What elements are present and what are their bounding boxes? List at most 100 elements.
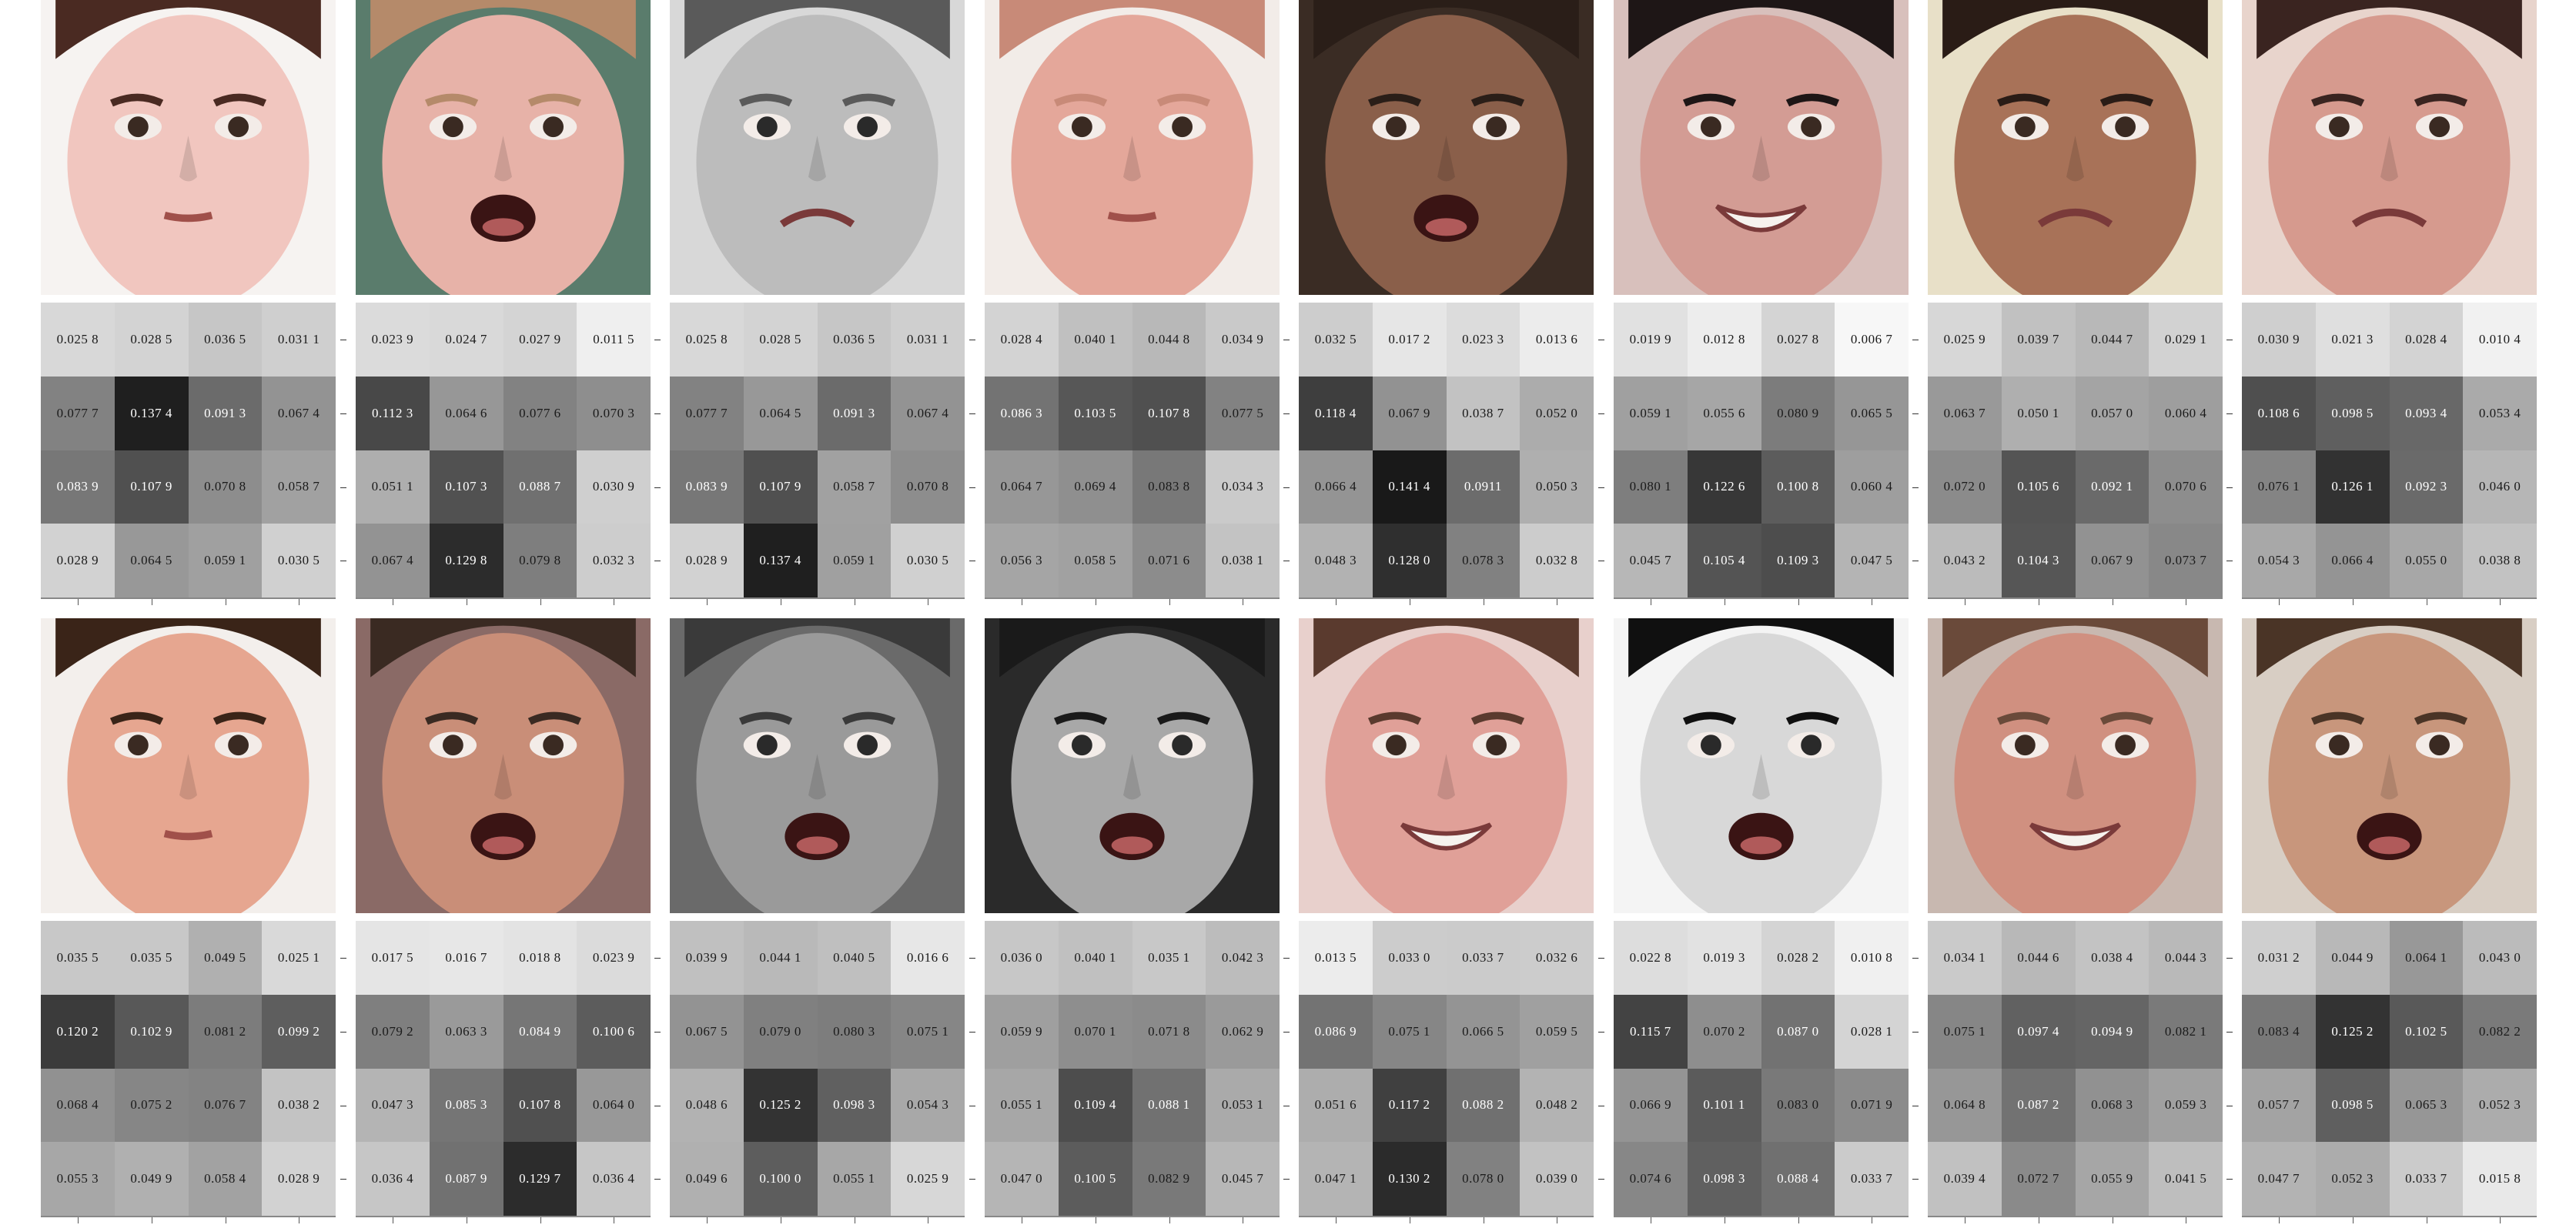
grid-cell: 0.035 5: [114, 921, 189, 995]
grid-cell: 0.075 1: [1372, 994, 1447, 1069]
grid-cell: 0.081 2: [188, 994, 263, 1069]
grid-cell: 0.018 8: [503, 921, 577, 995]
grid-cell: 0.063 7: [1928, 376, 2002, 450]
grid-cell: 0.023 9: [577, 921, 651, 995]
grid-cell: 0.098 3: [817, 1068, 892, 1143]
axis-tick: [2279, 599, 2280, 605]
grid-cell: 0.101 1: [1687, 1068, 1761, 1143]
grid-cell: 0.032 6: [1520, 921, 1594, 995]
axis-tick: [654, 1179, 661, 1180]
axis-tick: [1283, 413, 1290, 414]
axis-tick: [1598, 487, 1604, 488]
grid-cell: 0.078 0: [1446, 1142, 1521, 1216]
grid-cell: 0.075 1: [891, 994, 965, 1069]
grid-cell: 0.107 3: [429, 450, 503, 524]
grid-cell: 0.058 7: [817, 450, 892, 524]
grid-cell: 0.028 9: [262, 1142, 336, 1216]
grid-cell: 0.055 1: [985, 1068, 1059, 1143]
axis-tick: [2226, 1179, 2233, 1180]
grid-cell: 0.051 6: [1299, 1068, 1373, 1143]
face-image: [670, 0, 965, 295]
grid-cell: 0.077 7: [670, 376, 744, 450]
grid-cell: 0.049 6: [670, 1142, 744, 1216]
grid-cell: 0.025 9: [1928, 303, 2002, 377]
grid-cell: 0.023 9: [356, 303, 430, 377]
grid-cell: 0.034 3: [1206, 450, 1280, 524]
grid-cell: 0.107 8: [503, 1068, 577, 1143]
axis-tick: [1598, 1031, 1604, 1033]
grid-cell: 0.098 3: [1687, 1142, 1761, 1216]
grid-cell: 0.087 2: [2001, 1068, 2076, 1143]
grid-cell: 0.036 5: [817, 303, 892, 377]
grid-cell: 0.030 9: [577, 450, 651, 524]
axis-tick: [340, 413, 346, 414]
grid-cell: 0.075 2: [114, 1068, 189, 1143]
axis-tick: [1912, 958, 1919, 959]
axis-tick: [2500, 1217, 2501, 1223]
grid-cell: 0.074 6: [1614, 1142, 1688, 1216]
grid-cell: 0.044 8: [1132, 303, 1206, 377]
face-image: [2242, 0, 2537, 295]
grid-cell: 0.068 4: [41, 1068, 115, 1143]
grid-cell: 0.047 3: [356, 1068, 430, 1143]
grid-cell: 0.087 9: [429, 1142, 503, 1216]
grid-cell: 0.129 7: [503, 1142, 577, 1216]
grid-cell: 0.066 5: [1446, 994, 1521, 1069]
grid-cell: 0.036 0: [985, 921, 1059, 995]
grid-cell: 0.093 4: [2389, 376, 2464, 450]
grid-cell: 0.064 5: [743, 376, 818, 450]
grid-cell: 0.032 8: [1520, 524, 1594, 597]
grid-cell: 0.092 3: [2389, 450, 2464, 524]
grid-cell: 0.115 7: [1614, 994, 1688, 1069]
grid-cell: 0.105 4: [1687, 524, 1761, 597]
face-image: [1614, 618, 1909, 913]
grid-cell: 0.077 6: [503, 376, 577, 450]
axis-tick: [1598, 958, 1604, 959]
grid-cell: 0.108 6: [2242, 376, 2316, 450]
attention-grid: 0.039 9 0.044 1 0.040 5 0.016 6 0.067 5 0.079…: [670, 921, 965, 1223]
attention-grid: 0.019 9 0.012 8 0.027 8 0.006 7 0.059 1 0.055…: [1614, 303, 1909, 605]
grid-cell: 0.036 4: [356, 1142, 430, 1216]
grid-cell: 0.060 4: [2149, 376, 2223, 450]
grid-cell: 0.025 8: [670, 303, 744, 377]
grid-cell: 0.006 7: [1835, 303, 1909, 377]
grid-cell: 0.038 4: [2075, 921, 2149, 995]
grid-cell: 0.017 5: [356, 921, 430, 995]
grid-cell: 0.040 1: [1058, 921, 1132, 995]
grid-cell: 0.049 5: [188, 921, 263, 995]
grid-cell: 0.070 2: [1687, 994, 1761, 1069]
grid-cell: 0.059 9: [985, 994, 1059, 1069]
grid-cell: 0.039 0: [1520, 1142, 1594, 1216]
grid-cell: 0.130 2: [1372, 1142, 1447, 1216]
grid-cell: 0.098 5: [2315, 1068, 2390, 1143]
axis-tick: [2500, 599, 2501, 605]
grid-cell: 0.048 6: [670, 1068, 744, 1143]
grid-cell: 0.100 6: [577, 994, 651, 1069]
grid-cell: 0.083 4: [2242, 994, 2316, 1069]
grid-cell: 0.075 1: [1928, 994, 2002, 1069]
axis-tick: [1283, 487, 1290, 488]
axis-tick: [340, 1179, 346, 1180]
axis-tick: [2279, 1217, 2280, 1223]
grid-cell: 0.053 1: [1206, 1068, 1280, 1143]
grid-cell: 0.036 4: [577, 1142, 651, 1216]
axis-tick: [654, 413, 661, 414]
grid-cell: 0.016 7: [429, 921, 503, 995]
grid-cell: 0.102 5: [2389, 994, 2464, 1069]
grid-cell: 0.019 9: [1614, 303, 1688, 377]
grid-cell: 0.035 5: [41, 921, 115, 995]
grid-cell: 0.039 7: [2001, 303, 2076, 377]
grid-cell: 0.010 8: [1835, 921, 1909, 995]
grid-cell: 0.054 3: [2242, 524, 2316, 597]
grid-cell: 0.050 3: [1520, 450, 1594, 524]
grid-cell: 0.076 1: [2242, 450, 2316, 524]
grid-cell: 0.088 4: [1761, 1142, 1835, 1216]
axis-tick: [2226, 413, 2233, 414]
grid-cell: 0.080 9: [1761, 376, 1835, 450]
axis-tick: [1798, 599, 1799, 605]
grid-cell: 0.032 3: [577, 524, 651, 597]
axis-tick: [2226, 1031, 2233, 1033]
face-image: [2242, 618, 2537, 913]
grid-cell: 0.070 3: [577, 376, 651, 450]
grid-cell: 0.084 9: [503, 994, 577, 1069]
